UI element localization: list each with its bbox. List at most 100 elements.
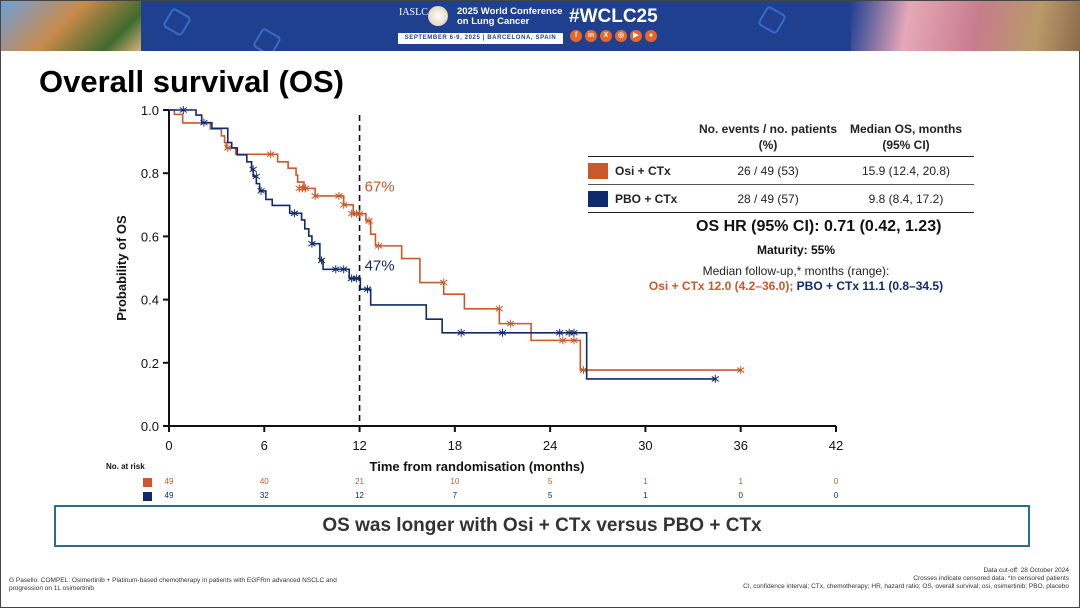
censor-mark bbox=[363, 285, 372, 294]
censor-stroke bbox=[301, 185, 310, 192]
annotation-47pct: 47% bbox=[365, 257, 395, 274]
hashtag: #WCLC25 bbox=[569, 6, 658, 27]
maturity: Maturity: 55% bbox=[756, 243, 836, 257]
x-tick-label: 12 bbox=[352, 438, 366, 453]
at-risk-value: 10 bbox=[450, 477, 460, 486]
censor-stroke bbox=[249, 166, 257, 173]
at-risk-value: 1 bbox=[643, 477, 648, 486]
legend-row-osi: Osi + CTx 26 / 49 (53) 15.9 (12.4, 20.8) bbox=[588, 157, 974, 185]
censor-stroke bbox=[365, 218, 373, 224]
censor-stroke bbox=[711, 376, 720, 382]
at-risk-value: 5 bbox=[547, 477, 553, 486]
abbreviations: CI, confidence interval; CTx, chemothera… bbox=[743, 583, 1069, 590]
censor-mark bbox=[308, 239, 316, 248]
instagram-icon[interactable]: ◎ bbox=[615, 30, 627, 42]
x-tick-label: 0 bbox=[165, 438, 172, 453]
censor-stroke bbox=[495, 305, 504, 312]
iaslc-logo: IASLC bbox=[399, 7, 428, 18]
censor-stroke bbox=[374, 242, 383, 249]
annotation-67pct: 67% bbox=[365, 178, 395, 195]
at-risk-value: 0 bbox=[833, 477, 839, 486]
follow-up-osi: Osi + CTx 12.0 (4.2–36.0); bbox=[648, 279, 794, 293]
conference-title: 2025 World Conference on Lung Cancer bbox=[457, 6, 563, 27]
arm-label: PBO + CTx bbox=[615, 191, 678, 206]
at-risk-value: 5 bbox=[547, 491, 553, 500]
y-axis-label: Probability of OS bbox=[114, 215, 129, 321]
km-curve-pbo bbox=[169, 109, 716, 380]
censor-mark bbox=[355, 209, 364, 218]
events-value: 28 / 49 (57) bbox=[737, 191, 799, 206]
footnotes: Data cut-off: 28 October 2024 Crosses in… bbox=[743, 567, 1069, 591]
at-risk-value: 0 bbox=[738, 491, 743, 500]
y-tick-label: 0.0 bbox=[141, 419, 159, 434]
censor-mark bbox=[498, 328, 507, 337]
censor-stroke bbox=[223, 145, 232, 151]
censor-stroke bbox=[295, 185, 304, 192]
censor-mark bbox=[570, 336, 578, 345]
censor-stroke bbox=[339, 201, 348, 208]
censor-stroke bbox=[355, 210, 364, 217]
pbo-swatch bbox=[588, 190, 608, 207]
at-risk-value: 12 bbox=[355, 491, 365, 500]
at-risk-value: 21 bbox=[355, 477, 365, 486]
censor-mark bbox=[570, 328, 578, 337]
censor-mark bbox=[223, 143, 232, 152]
follow-up-pbo: PBO + CTx 11.1 (0.8–34.5) bbox=[796, 279, 944, 293]
censor-mark bbox=[179, 106, 188, 114]
censor-stroke bbox=[331, 266, 340, 273]
censor-mark bbox=[200, 118, 208, 127]
at-risk-value: 40 bbox=[259, 477, 269, 486]
axes: 0 6 12 18 24 30 36 42 0.0 0.2 0.4 0.6 0.8 1.0 bbox=[141, 103, 843, 453]
censor-stroke bbox=[179, 107, 188, 113]
censor-stroke bbox=[363, 286, 372, 293]
x-tick-label: 6 bbox=[261, 438, 268, 453]
events-value: 26 / 49 (53) bbox=[737, 163, 799, 178]
at-risk-value: 7 bbox=[452, 491, 458, 500]
censor-mark bbox=[555, 328, 564, 337]
censor-mark bbox=[339, 265, 348, 274]
conference-banner: IASLC 2025 World Conference on Lung Canc… bbox=[1, 1, 1080, 51]
censor-stroke bbox=[317, 257, 326, 264]
censor-note: Crosses indicate censored data. *In cens… bbox=[913, 575, 1069, 582]
censor-stroke bbox=[439, 279, 448, 286]
censor-mark bbox=[365, 216, 373, 225]
col-events-header: No. events / no. patients (%) bbox=[698, 122, 838, 152]
x-icon[interactable]: X bbox=[600, 30, 612, 42]
censor-mark bbox=[506, 319, 515, 328]
censor-mark bbox=[711, 374, 720, 383]
youtube-icon[interactable]: ▶ bbox=[630, 30, 642, 42]
x-axis-label: Time from randomisation (months) bbox=[370, 459, 585, 474]
censor-stroke bbox=[352, 210, 361, 217]
conclusion-box: OS was longer with Osi + CTx versus PBO … bbox=[54, 505, 1030, 547]
y-tick-label: 0.6 bbox=[141, 229, 159, 244]
facebook-icon[interactable]: f bbox=[570, 30, 582, 42]
censor-stroke bbox=[290, 210, 299, 217]
x-tick-label: 30 bbox=[638, 438, 652, 453]
conference-dates: SEPTEMBER 6-9, 2025 | BARCELONA, SPAIN bbox=[398, 33, 563, 44]
at-risk-value: 1 bbox=[643, 491, 648, 500]
at-risk-value: 49 bbox=[164, 491, 174, 500]
barcelona-photo-right bbox=[851, 1, 1080, 51]
slide-title: Overall survival (OS) bbox=[39, 64, 344, 99]
censor-mark bbox=[339, 200, 348, 209]
at-risk-value: 0 bbox=[833, 491, 839, 500]
hazard-ratio: OS HR (95% CI): 0.71 (0.42, 1.23) bbox=[696, 218, 942, 235]
follow-up-label: Median follow-up,* months (range): bbox=[702, 264, 890, 278]
censor-mark bbox=[301, 184, 310, 193]
legend-header: No. events / no. patients (%) Median OS,… bbox=[588, 121, 974, 157]
y-tick-label: 0.4 bbox=[141, 293, 159, 308]
censor-stroke bbox=[311, 193, 319, 199]
y-tick-label: 1.0 bbox=[141, 103, 159, 118]
censor-stroke bbox=[352, 275, 361, 282]
at-risk-value: 1 bbox=[738, 477, 743, 486]
legend-row-pbo: PBO + CTx 28 / 49 (57) 9.8 (8.4, 17.2) bbox=[588, 185, 974, 213]
censor-mark bbox=[252, 172, 261, 181]
x-tick-label: 18 bbox=[448, 438, 462, 453]
y-tick-label: 0.2 bbox=[141, 356, 159, 371]
linkedin-icon[interactable]: in bbox=[585, 30, 597, 42]
censor-mark bbox=[559, 336, 567, 345]
censor-stroke bbox=[570, 329, 578, 336]
median-value: 15.9 (12.4, 20.8) bbox=[861, 163, 951, 178]
wechat-icon[interactable]: ● bbox=[645, 30, 657, 42]
censor-mark bbox=[374, 241, 383, 250]
